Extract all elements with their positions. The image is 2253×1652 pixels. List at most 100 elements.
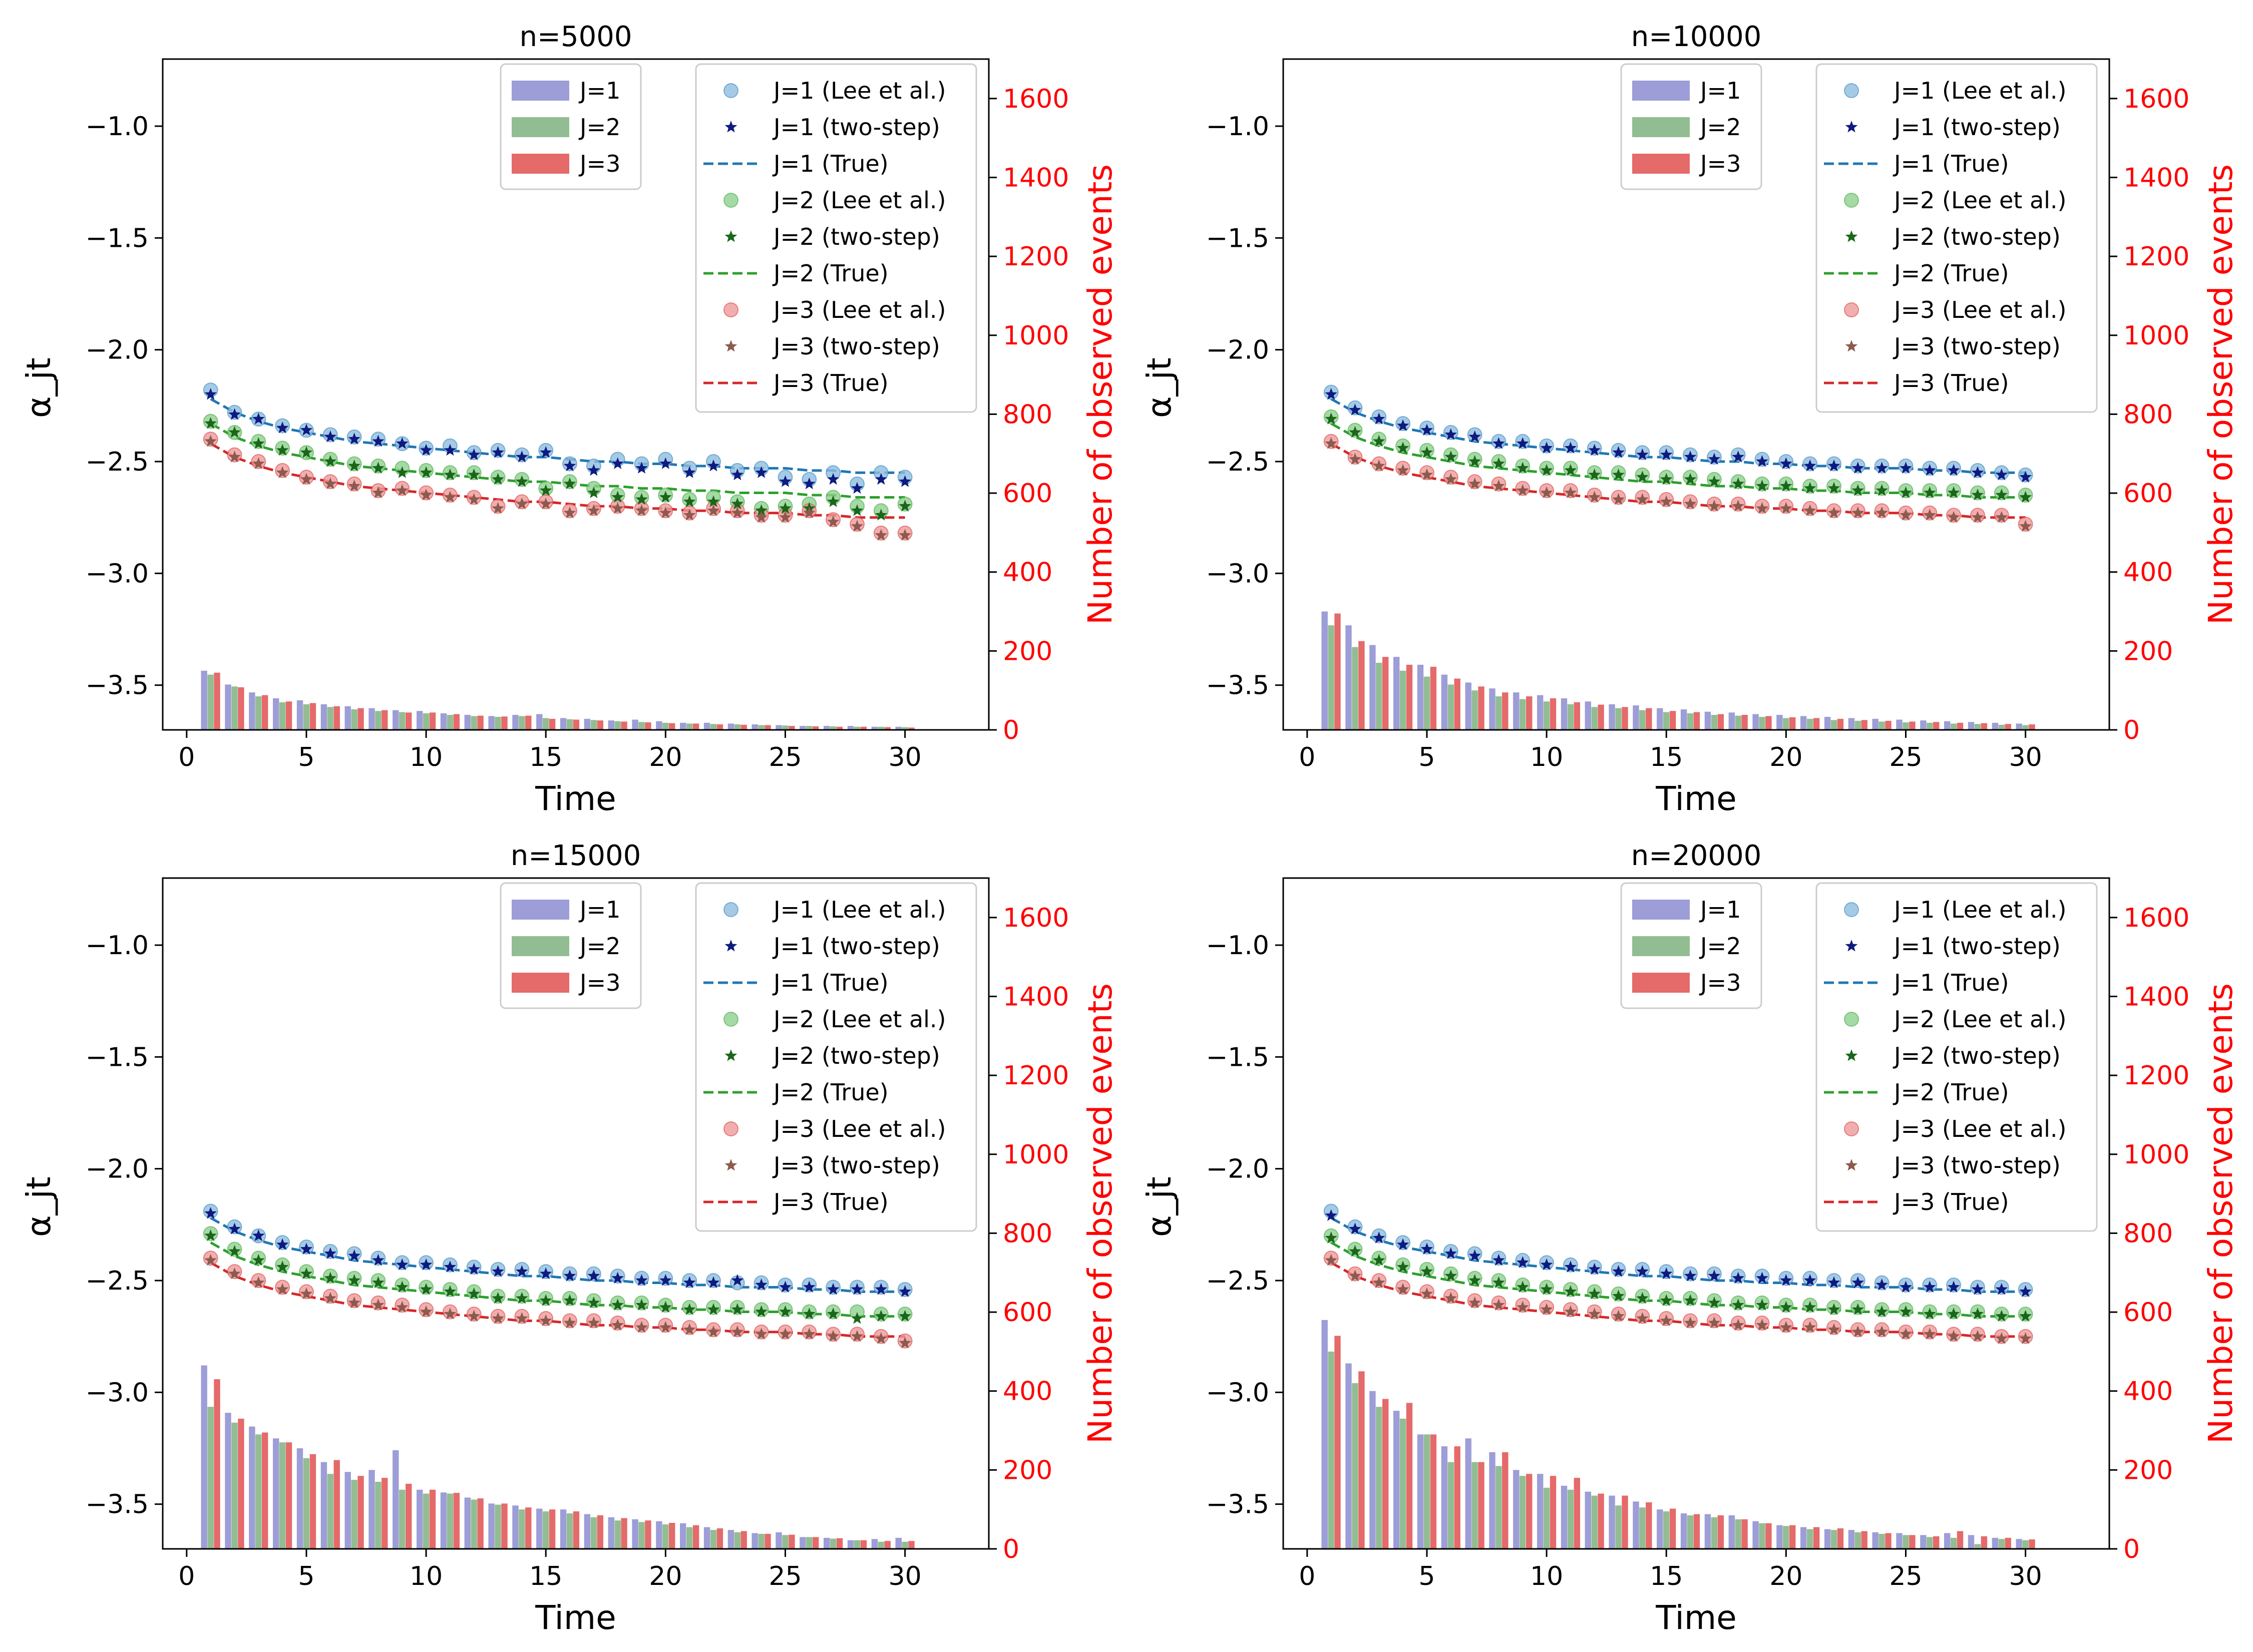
legend-bar-label-j3: J=3 <box>1699 150 1741 177</box>
bar-j2-t29 <box>1998 724 2005 730</box>
y2-tick-label: 1600 <box>1003 84 1069 114</box>
two-step-point-j2-t14 <box>1636 471 1649 483</box>
two-step-point-j1-t1 <box>204 1207 217 1219</box>
two-step-point-j1-t22 <box>1827 459 1840 472</box>
bar-j1-t14 <box>1633 1501 1639 1549</box>
bar-j1-t5 <box>1417 1434 1424 1549</box>
two-step-point-j2-t16 <box>563 1294 576 1306</box>
two-step-point-j3-t5 <box>300 473 313 485</box>
legend-two-step-marker-j1 <box>1845 121 1858 133</box>
two-step-point-j3-t25 <box>1900 1328 1912 1340</box>
bar-j2-t7 <box>351 1480 357 1549</box>
y-tick-label: −1.5 <box>86 223 149 253</box>
bar-j3-t22 <box>1837 718 1844 730</box>
bar-j1-t19 <box>632 1519 638 1549</box>
bar-j2-t6 <box>327 707 333 730</box>
legend-lee-marker-j2 <box>1844 1012 1859 1027</box>
two-step-point-j2-t24 <box>755 1305 768 1318</box>
two-step-point-j1-t23 <box>731 1274 744 1286</box>
two-step-point-j3-t19 <box>635 1321 648 1333</box>
legend-two-step-marker-j3 <box>1845 340 1858 352</box>
two-step-point-j1-t8 <box>372 435 385 447</box>
two-step-point-j2-t1 <box>1325 412 1337 425</box>
bar-j1-t27 <box>1944 1533 1951 1549</box>
legend-series-label: J=3 (Lee et al.) <box>772 296 946 323</box>
bar-j2-t7 <box>1471 1462 1478 1549</box>
x-tick-label: 25 <box>1889 742 1922 772</box>
bar-j2-t5 <box>1423 676 1430 730</box>
two-step-point-j1-t15 <box>539 446 552 458</box>
x-tick-label: 5 <box>1418 1561 1435 1591</box>
y-tick-label: −3.5 <box>1206 1490 1269 1520</box>
bar-j1-t6 <box>320 1462 327 1549</box>
two-step-point-j1-t24 <box>755 1278 768 1291</box>
bar-j3-t6 <box>333 1460 340 1549</box>
bar-j3-t19 <box>645 722 651 730</box>
bar-j1-t16 <box>560 1509 567 1549</box>
bar-j3-t27 <box>836 726 843 730</box>
two-step-point-j3-t20 <box>659 1321 672 1333</box>
bar-j2-t8 <box>375 1482 382 1549</box>
two-step-point-j3-t12 <box>468 493 481 505</box>
two-step-point-j2-t15 <box>539 1294 552 1306</box>
chart-panel-1: 0 5 10 15 20 25 30 −1.0 −1.5 −2.0 −2.5 −3.0 −3.5 0 200… <box>20 21 1119 818</box>
bar-j1-t18 <box>1728 1515 1735 1549</box>
two-step-point-j1-t15 <box>1660 448 1673 461</box>
two-step-point-j2-t9 <box>1516 1281 1529 1293</box>
legend-series-label: J=1 (True) <box>1893 150 2009 177</box>
legend-series-label: J=3 (True) <box>772 1188 889 1215</box>
bar-j2-t21 <box>1807 718 1813 730</box>
bar-j2-t19 <box>1759 717 1765 730</box>
legend-series-label: J=2 (Lee et al.) <box>1893 187 2066 214</box>
bar-j1-t4 <box>273 1438 279 1549</box>
legend-series-label: J=1 (Lee et al.) <box>772 77 946 104</box>
bar-j2-t19 <box>1759 1523 1765 1549</box>
two-step-point-j3-t10 <box>1540 1303 1553 1315</box>
two-step-point-j3-t6 <box>1444 1292 1457 1304</box>
two-step-point-j1-t4 <box>276 422 289 434</box>
bar-j1-t18 <box>608 720 614 730</box>
y2-tick-label: 1400 <box>1003 163 1069 193</box>
bar-j1-t30 <box>895 1537 902 1549</box>
two-step-point-j2-t23 <box>1851 1303 1864 1315</box>
two-step-point-j1-t2 <box>1349 403 1361 416</box>
bar-j1-t8 <box>1489 688 1495 730</box>
bar-j2-t29 <box>878 1541 884 1549</box>
two-step-point-j2-t18 <box>611 491 624 503</box>
legend-bar-swatch-j2 <box>512 936 569 956</box>
bar-j2-t22 <box>1830 1530 1837 1549</box>
bar-j1-t1 <box>1321 1320 1328 1549</box>
two-step-point-j3-t18 <box>1732 1319 1745 1331</box>
bar-j2-t24 <box>758 725 765 730</box>
x-tick-label: 10 <box>1530 1561 1563 1591</box>
bar-j2-t11 <box>447 1493 454 1549</box>
bar-j3-t20 <box>669 1523 675 1549</box>
two-step-point-j3-t26 <box>1923 509 1936 521</box>
two-step-point-j3-t16 <box>563 506 576 519</box>
two-step-point-j3-t27 <box>827 515 840 528</box>
two-step-point-j2-t17 <box>587 1296 600 1309</box>
legend-series-label: J=2 (two-step) <box>772 223 940 250</box>
bar-j1-t27 <box>824 1537 830 1549</box>
bar-j3-t9 <box>406 1483 412 1549</box>
two-step-point-j1-t6 <box>324 1247 337 1259</box>
two-step-point-j3-t7 <box>1468 1296 1481 1309</box>
bar-j2-t16 <box>566 719 573 730</box>
bar-j1-t14 <box>512 1505 519 1549</box>
legend-bar-swatch-j2 <box>1632 936 1690 956</box>
two-step-point-j1-t5 <box>1420 1243 1433 1255</box>
two-step-point-j3-t21 <box>1803 504 1816 516</box>
bar-j3-t22 <box>716 724 723 730</box>
two-step-point-j2-t27 <box>827 495 840 507</box>
bar-j2-t17 <box>1711 1517 1718 1549</box>
two-step-point-j1-t4 <box>1396 419 1409 432</box>
bar-j1-t28 <box>847 726 854 730</box>
two-step-point-j1-t7 <box>1468 1249 1481 1262</box>
bar-j2-t9 <box>1520 1476 1526 1549</box>
legend-two-step-marker-j1 <box>724 940 737 952</box>
two-step-point-j3-t15 <box>539 1314 552 1326</box>
two-step-point-j3-t17 <box>1708 1316 1721 1329</box>
two-step-point-j1-t14 <box>1636 1265 1649 1277</box>
two-step-point-j2-t2 <box>1349 426 1361 438</box>
bar-j1-t19 <box>1752 714 1759 730</box>
